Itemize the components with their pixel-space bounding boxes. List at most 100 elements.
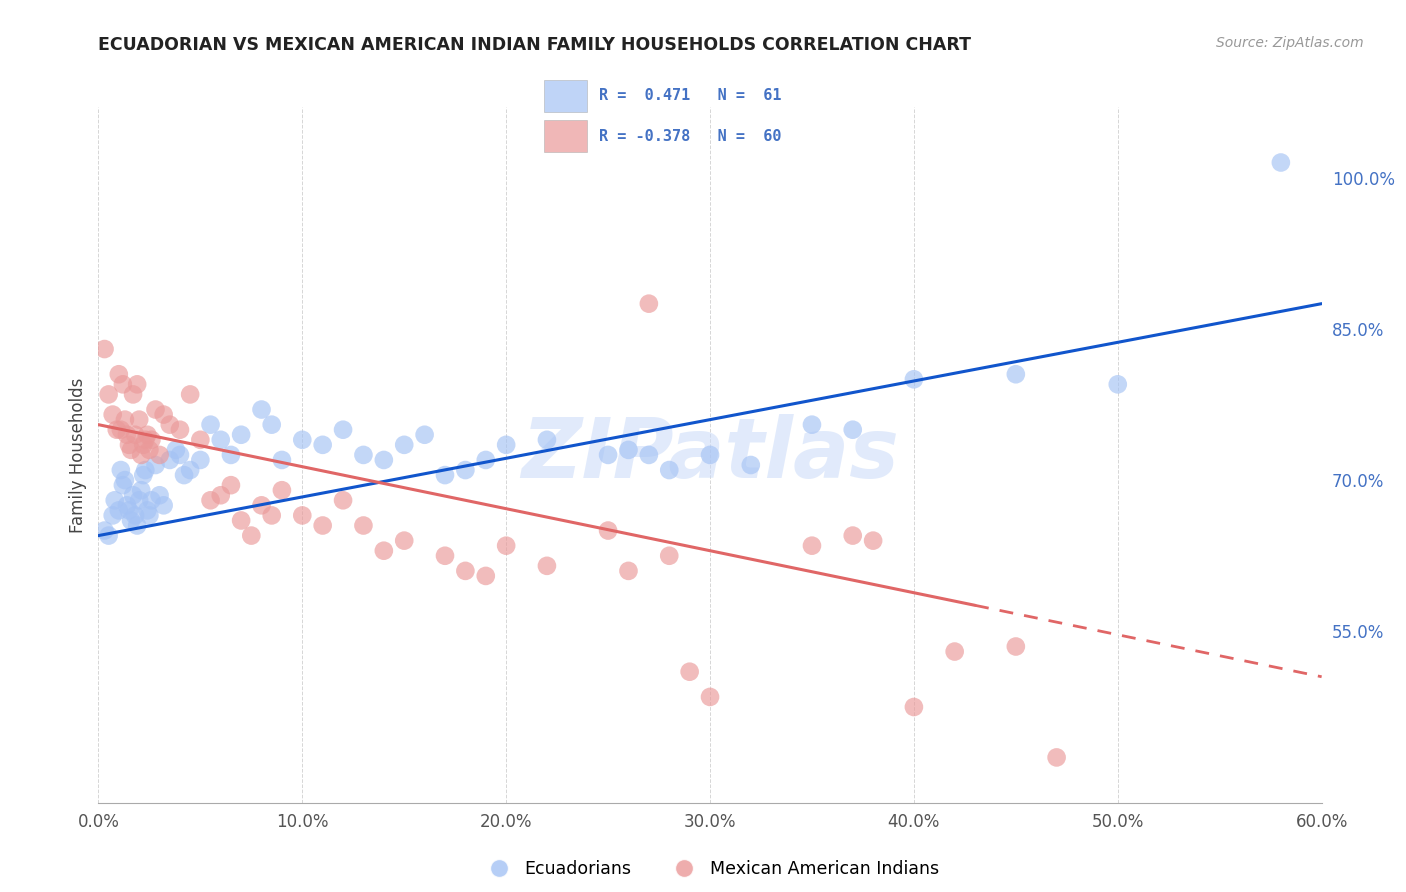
Point	[152, 499, 174, 513]
Point	[596, 448, 619, 462]
Point	[122, 387, 145, 401]
Point	[101, 508, 124, 523]
Point	[1004, 368, 1026, 382]
Point	[138, 508, 160, 523]
Point	[165, 442, 187, 457]
Point	[179, 387, 201, 401]
Point	[114, 412, 136, 426]
Point	[111, 478, 134, 492]
Point	[134, 433, 156, 447]
Point	[219, 478, 242, 492]
Point	[132, 438, 155, 452]
Y-axis label: Family Households: Family Households	[69, 377, 87, 533]
Point	[118, 438, 141, 452]
Point	[209, 488, 232, 502]
Point	[101, 408, 124, 422]
Point	[699, 448, 721, 462]
Point	[105, 423, 128, 437]
Point	[159, 417, 181, 432]
Text: Source: ZipAtlas.com: Source: ZipAtlas.com	[1216, 36, 1364, 50]
Point	[638, 296, 661, 310]
Point	[115, 427, 138, 442]
Point	[104, 493, 127, 508]
Point	[118, 503, 141, 517]
Point	[801, 539, 824, 553]
Point	[638, 448, 661, 462]
Point	[903, 700, 925, 714]
Point	[188, 433, 212, 447]
Point	[454, 463, 477, 477]
Point	[1107, 377, 1129, 392]
Point	[159, 453, 181, 467]
Point	[93, 524, 115, 538]
Text: ECUADORIAN VS MEXICAN AMERICAN INDIAN FAMILY HOUSEHOLDS CORRELATION CHART: ECUADORIAN VS MEXICAN AMERICAN INDIAN FA…	[98, 36, 972, 54]
Point	[127, 518, 149, 533]
Point	[433, 468, 456, 483]
Point	[658, 463, 681, 477]
Point	[240, 528, 263, 542]
Point	[392, 533, 416, 548]
Point	[122, 488, 145, 502]
Point	[536, 433, 558, 447]
Point	[169, 448, 191, 462]
Point	[138, 442, 160, 457]
Point	[179, 463, 201, 477]
Point	[110, 463, 132, 477]
Point	[129, 448, 152, 462]
Text: R =  0.471   N =  61: R = 0.471 N = 61	[599, 88, 782, 103]
Point	[136, 427, 159, 442]
Point	[127, 377, 149, 392]
Point	[373, 543, 395, 558]
Point	[291, 433, 314, 447]
Point	[312, 518, 335, 533]
Point	[141, 493, 163, 508]
Point	[128, 412, 150, 426]
Point	[120, 442, 142, 457]
Bar	[544, 120, 586, 152]
Point	[188, 453, 212, 467]
Point	[474, 453, 498, 467]
Point	[231, 427, 253, 442]
Point	[120, 513, 142, 527]
Point	[617, 564, 640, 578]
Point	[132, 468, 155, 483]
Point	[200, 417, 222, 432]
Point	[111, 377, 134, 392]
Point	[841, 423, 863, 437]
Point	[97, 528, 120, 542]
Point	[200, 493, 222, 508]
Point	[270, 483, 294, 498]
Point	[97, 387, 120, 401]
Point	[260, 508, 283, 523]
Point	[699, 690, 721, 704]
Point	[943, 644, 966, 658]
Point	[270, 453, 294, 467]
Point	[114, 473, 136, 487]
Point	[145, 402, 167, 417]
Point	[219, 448, 242, 462]
Point	[93, 342, 115, 356]
Point	[474, 569, 498, 583]
Point	[903, 372, 925, 386]
Point	[801, 417, 824, 432]
Point	[332, 423, 354, 437]
Point	[312, 438, 335, 452]
Point	[173, 468, 195, 483]
Point	[413, 427, 436, 442]
Point	[108, 503, 131, 517]
Point	[862, 533, 884, 548]
Point	[260, 417, 283, 432]
Point	[134, 463, 156, 477]
Point	[433, 549, 456, 563]
Point	[332, 493, 354, 508]
Text: ZIPatlas: ZIPatlas	[522, 415, 898, 495]
Point	[149, 448, 172, 462]
Point	[495, 438, 517, 452]
Point	[250, 499, 273, 513]
Point	[536, 558, 558, 573]
Point	[124, 508, 146, 523]
Point	[152, 408, 174, 422]
Point	[740, 458, 762, 472]
Point	[352, 518, 374, 533]
Point	[291, 508, 314, 523]
